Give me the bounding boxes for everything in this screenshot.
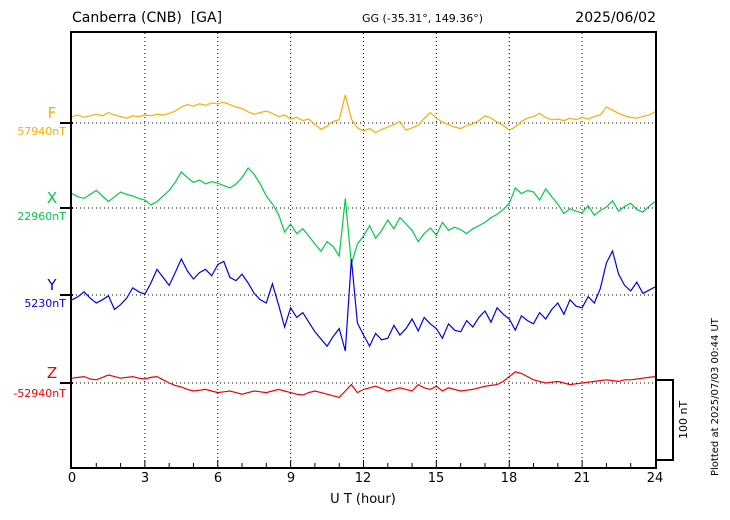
header-station: Canberra (CNB) [GA] <box>72 10 223 26</box>
series-baseline-value-z: -52940nT <box>13 387 66 400</box>
scale-bar <box>672 379 674 461</box>
x-tick-3: 3 <box>140 471 150 486</box>
series-baseline-value-f: 57940nT <box>17 125 66 138</box>
series-label-y: Y <box>47 276 57 294</box>
baseline-tick-f <box>60 122 73 124</box>
baseline-tick-x <box>60 207 73 209</box>
x-tick-18: 18 <box>500 471 518 486</box>
x-tick-9: 9 <box>286 471 296 486</box>
x-tick-15: 15 <box>427 471 445 486</box>
series-label-f: F <box>47 104 57 122</box>
scale-bar-label: 100 nT <box>677 400 690 440</box>
scale-bar-top-cap <box>657 379 674 381</box>
x-tick-0: 0 <box>67 471 77 486</box>
magnetogram-chart <box>72 33 655 467</box>
x-tick-6: 6 <box>213 471 223 486</box>
plotted-at-note: Plotted at 2025/07/03 00:44 UT <box>710 318 721 476</box>
x-tick-24: 24 <box>646 471 664 486</box>
header-date: 2025/06/02 <box>575 10 656 26</box>
series-baseline-value-x: 22960nT <box>17 210 66 223</box>
scale-bar-bottom-cap <box>657 459 674 461</box>
x-axis-label: U T (hour) <box>330 492 396 507</box>
baseline-tick-y <box>60 294 73 296</box>
plot-frame <box>70 31 657 469</box>
series-baseline-value-y: 5230nT <box>24 297 66 310</box>
x-tick-21: 21 <box>573 471 591 486</box>
series-label-z: Z <box>46 364 58 382</box>
baseline-tick-z <box>60 382 73 384</box>
x-tick-12: 12 <box>354 471 372 486</box>
series-label-x: X <box>46 189 58 207</box>
header-coordinates: GG (-35.31°, 149.36°) <box>362 12 484 25</box>
